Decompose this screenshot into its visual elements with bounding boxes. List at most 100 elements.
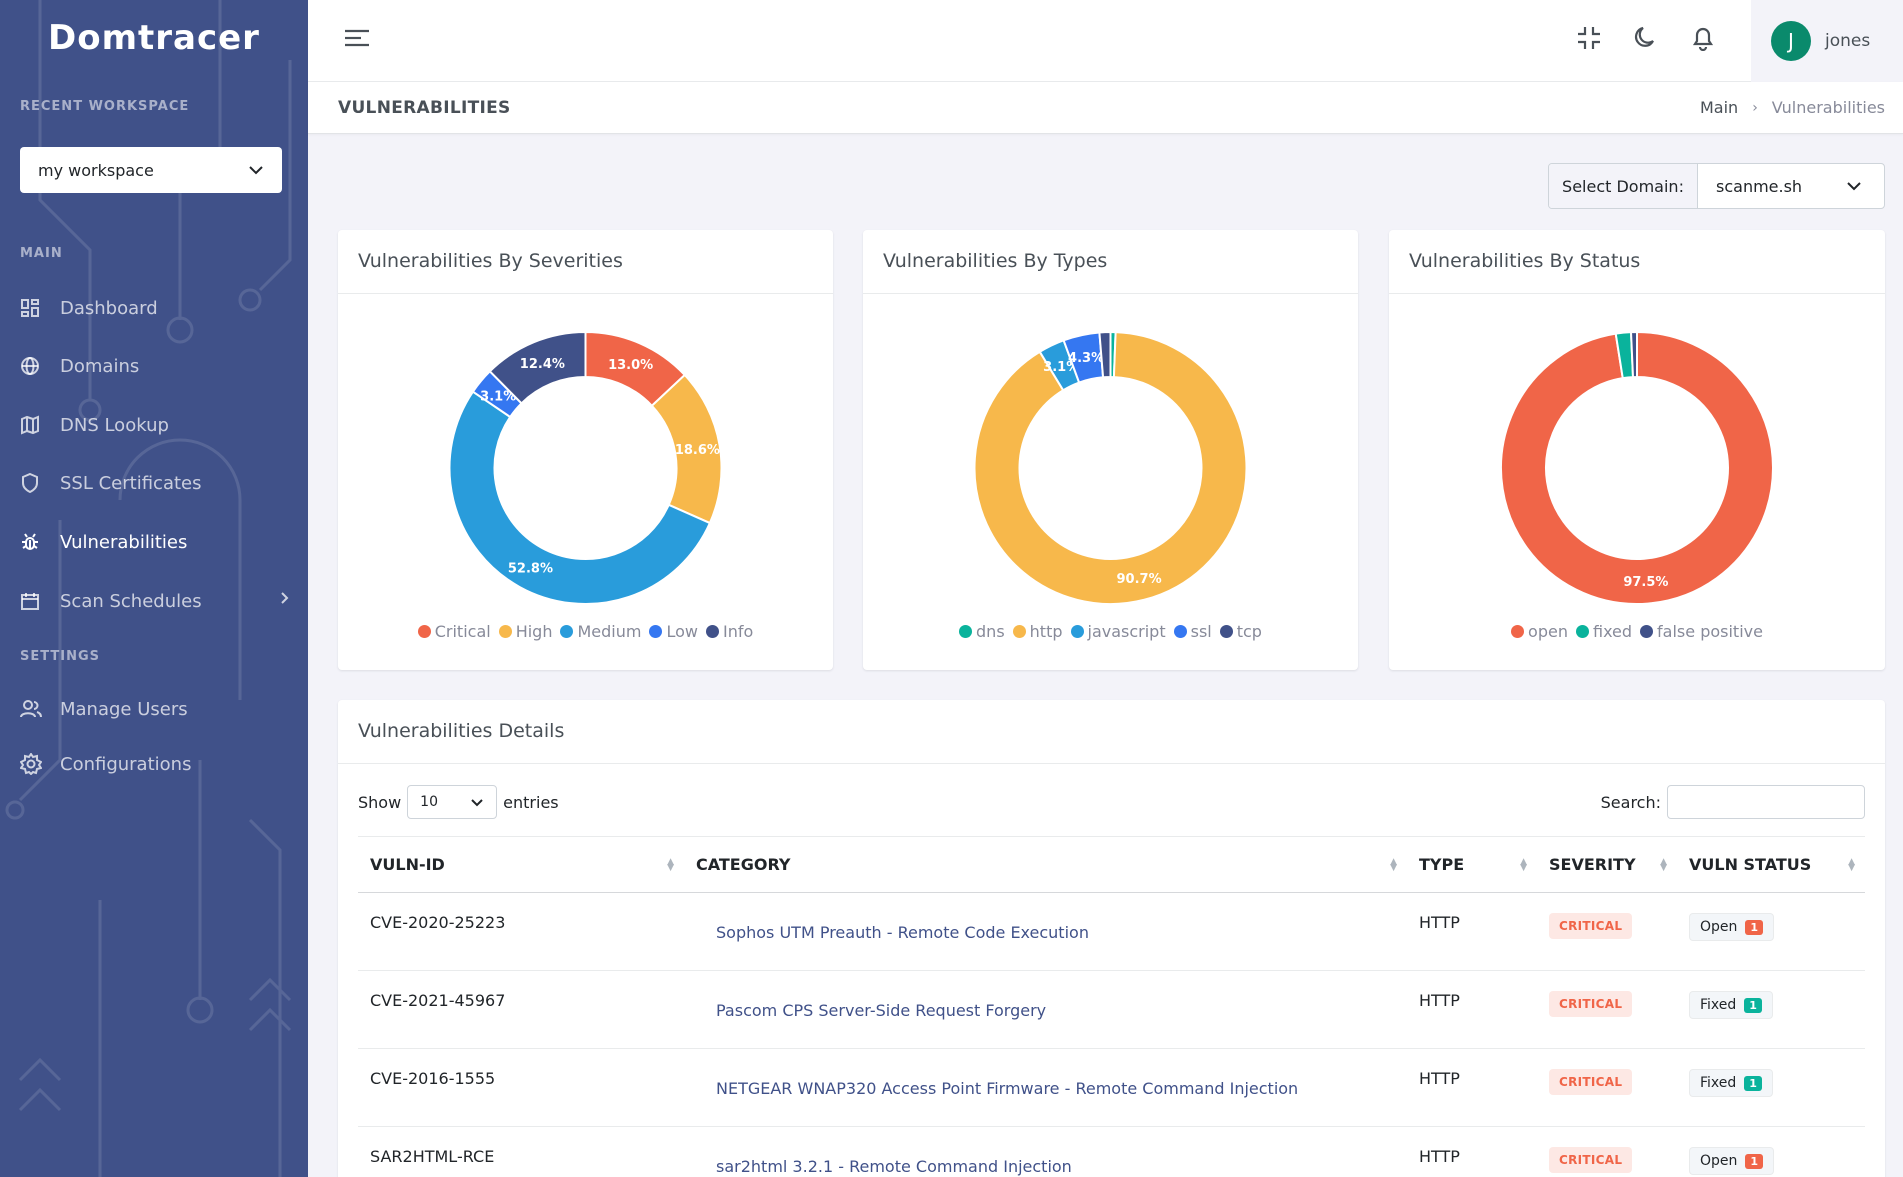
sidebar-item-label: Dashboard xyxy=(60,297,158,319)
legend-marker xyxy=(705,625,719,638)
sort-icon: ▲ ▼ xyxy=(1520,857,1527,873)
legend-label: Medium xyxy=(577,622,642,641)
legend-item[interactable]: Critical xyxy=(417,622,491,641)
severity-cell: CRITICAL xyxy=(1537,892,1677,971)
status-dropdown-button[interactable]: Open 1 xyxy=(1689,1147,1775,1175)
notification-bell-icon[interactable] xyxy=(1690,25,1716,51)
sort-icon: ▲ ▼ xyxy=(1660,857,1667,873)
legend-item[interactable]: tcp xyxy=(1219,622,1262,641)
severity-legend: Critical High Medium Low Info xyxy=(338,622,833,641)
card-title: Vulnerabilities By Severities xyxy=(338,230,833,294)
legend-item[interactable]: High xyxy=(498,622,553,641)
breadcrumb-separator-icon: › xyxy=(1752,99,1758,116)
legend-item[interactable]: false positive xyxy=(1640,622,1763,641)
column-header-severity[interactable]: SEVERITY ▲ ▼ xyxy=(1537,836,1677,893)
legend-label: tcp xyxy=(1236,622,1262,641)
dark-mode-moon-icon[interactable] xyxy=(1633,25,1659,51)
legend-item[interactable]: javascript xyxy=(1070,622,1166,641)
legend-item[interactable]: http xyxy=(1012,622,1063,641)
donut-slice-http[interactable] xyxy=(973,331,1248,605)
sidebar-item-ssl-certificates[interactable]: SSL Certificates xyxy=(20,463,290,503)
legend-marker xyxy=(959,625,973,638)
sidebar-item-dashboard[interactable]: Dashboard xyxy=(20,288,290,328)
sidebar-item-scan-schedules[interactable]: Scan Schedules xyxy=(20,581,290,621)
type-cell: HTTP xyxy=(1407,1126,1537,1177)
severity-badge: CRITICAL xyxy=(1549,1069,1633,1095)
donut-slice-info[interactable] xyxy=(488,330,587,405)
status-dropdown-button[interactable]: Fixed 1 xyxy=(1689,1069,1773,1097)
donut-slice-open[interactable] xyxy=(1500,330,1774,605)
sidebar-item-label: Configurations xyxy=(60,753,192,775)
sort-icon: ▲ ▼ xyxy=(667,857,674,873)
legend-item[interactable]: Medium xyxy=(560,622,641,641)
legend-label: Low xyxy=(666,622,698,641)
category-link[interactable]: NETGEAR WNAP320 Access Point Firmware - … xyxy=(716,1079,1299,1098)
table-header-row: VULN-ID ▲ ▼ CATEGORY ▲ ▼ TYPE ▲ ▼ SEVERITY ▲ ▼ V… xyxy=(358,836,1865,893)
donut-slice-medium[interactable] xyxy=(448,390,712,605)
exit-fullscreen-icon[interactable] xyxy=(1576,25,1602,51)
data-label: 12.4% xyxy=(520,357,565,372)
legend-label: High xyxy=(515,622,553,641)
settings-section-title: SETTINGS xyxy=(20,649,101,664)
breadcrumb-main[interactable]: Main xyxy=(1699,98,1739,117)
vuln-id-cell: CVE-2021-45967 xyxy=(358,970,684,1049)
column-header-vuln-status[interactable]: VULN STATUS ▲ ▼ xyxy=(1677,836,1865,893)
user-menu[interactable]: J jones xyxy=(1751,0,1903,82)
sidebar: Domtracer RECENT WORKSPACE my workspace … xyxy=(0,0,308,1177)
donut-slice-false-positive[interactable] xyxy=(1629,330,1638,379)
workspace-select[interactable]: my workspace xyxy=(20,147,282,193)
category-cell: Sophos UTM Preauth - Remote Code Executi… xyxy=(684,892,1407,971)
sidebar-item-dns-lookup[interactable]: DNS Lookup xyxy=(20,405,290,445)
table-row: CVE-2020-25223 Sophos UTM Preauth - Remo… xyxy=(358,892,1865,971)
status-legend: open fixed false positive xyxy=(1389,622,1885,641)
sidebar-item-vulnerabilities[interactable]: Vulnerabilities xyxy=(20,522,290,562)
sidebar-item-manage-users[interactable]: Manage Users xyxy=(20,689,290,729)
hamburger-menu-icon[interactable] xyxy=(344,26,370,50)
breadcrumb-current: Vulnerabilities xyxy=(1771,98,1885,117)
column-header-vuln-id[interactable]: VULN-ID ▲ ▼ xyxy=(358,836,684,893)
legend-label: http xyxy=(1029,622,1063,641)
data-label: 4.3% xyxy=(1068,351,1104,366)
domain-select-label: Select Domain: xyxy=(1549,164,1698,208)
legend-marker xyxy=(649,625,663,638)
legend-label: Info xyxy=(722,622,754,641)
workspace-select-value: my workspace xyxy=(38,160,154,180)
legend-item[interactable]: fixed xyxy=(1575,622,1632,641)
category-link[interactable]: Pascom CPS Server-Side Request Forgery xyxy=(716,1001,1047,1020)
status-dropdown-button[interactable]: Open 1 xyxy=(1689,913,1775,941)
column-header-category[interactable]: CATEGORY ▲ ▼ xyxy=(684,836,1407,893)
types-chart-card: Vulnerabilities By Types 90.7% 3.1% 4.3% d… xyxy=(863,230,1358,670)
recent-workspace-title: RECENT WORKSPACE xyxy=(20,99,190,114)
legend-item[interactable]: dns xyxy=(959,622,1005,641)
calendar-icon xyxy=(20,590,50,612)
legend-marker xyxy=(498,625,512,638)
status-label: Open xyxy=(1700,919,1738,935)
users-icon xyxy=(20,698,50,720)
domain-select-group: Select Domain: scanme.sh xyxy=(1548,163,1885,209)
sidebar-item-domains[interactable]: Domains xyxy=(20,346,290,386)
card-title: Vulnerabilities By Types xyxy=(863,230,1358,294)
column-header-type[interactable]: TYPE ▲ ▼ xyxy=(1407,836,1537,893)
entries-length-select[interactable]: 10 xyxy=(407,785,498,819)
severity-donut-chart: 13.0% 18.6% 52.8% 3.1% 12.4% xyxy=(448,330,723,605)
app-logo[interactable]: Domtracer xyxy=(48,18,260,58)
donut-slice-tcp[interactable] xyxy=(1098,330,1112,379)
domain-select[interactable]: scanme.sh xyxy=(1698,164,1884,208)
category-link[interactable]: Sophos UTM Preauth - Remote Code Executi… xyxy=(716,923,1089,942)
status-dropdown-button[interactable]: Fixed 1 xyxy=(1689,991,1773,1019)
entries-length-control: Show 10 entries xyxy=(358,785,559,819)
sidebar-item-label: Vulnerabilities xyxy=(60,531,188,553)
severity-badge: CRITICAL xyxy=(1549,913,1633,939)
category-link[interactable]: sar2html 3.2.1 - Remote Command Injectio… xyxy=(716,1157,1072,1176)
legend-item[interactable]: Low xyxy=(649,622,698,641)
page-title: VULNERABILITIES xyxy=(338,98,511,118)
status-label: Open xyxy=(1700,1153,1738,1169)
sidebar-item-configurations[interactable]: Configurations xyxy=(20,744,290,784)
legend-item[interactable]: Info xyxy=(705,622,754,641)
severity-cell: CRITICAL xyxy=(1537,970,1677,1049)
legend-item[interactable]: open xyxy=(1511,622,1568,641)
search-input[interactable] xyxy=(1667,785,1865,819)
data-label: 97.5% xyxy=(1623,575,1668,590)
table-row: CVE-2021-45967 Pascom CPS Server-Side Re… xyxy=(358,970,1865,1049)
legend-item[interactable]: ssl xyxy=(1173,622,1212,641)
